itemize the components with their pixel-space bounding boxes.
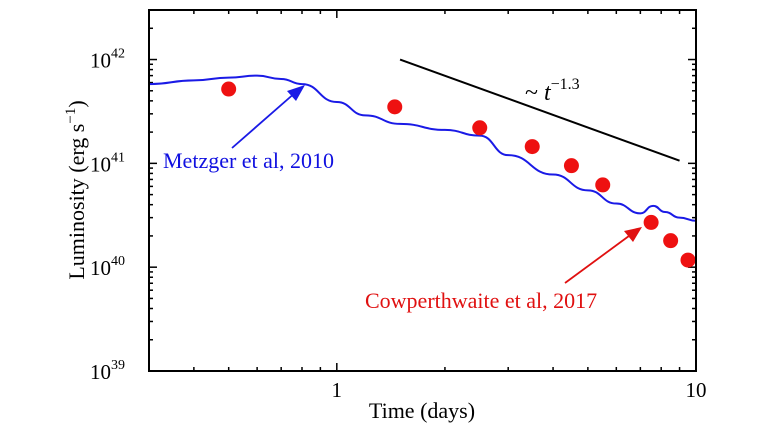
power-law-reference-line [399,58,680,162]
y-tick-label: 1039 [90,358,125,384]
y-tick-label: 1040 [90,254,125,280]
metzger-label: Metzger et al, 2010 [163,148,334,173]
cowperthwaite-data-point [595,177,611,193]
metzger-arrow-head [287,85,305,101]
power-law-label: ~ t−1.3 [525,76,580,106]
cowperthwaite-arrow-head [624,227,642,242]
y-axis-title: Luminosity (erg s−1) [63,100,89,279]
metzger-model-line [148,74,697,222]
cowperthwaite-data-point [563,158,579,174]
cowperthwaite-arrow-shaft [564,232,634,284]
x-tick-label: 10 [686,378,707,402]
plot-frame [148,9,697,372]
axis-ticks: 1 10 1039 1040 1041 1042 [90,9,707,402]
cowperthwaite-label: Cowperthwaite et al, 2017 [365,288,597,313]
cowperthwaite-data-point [663,233,679,249]
annotation-layer: ~ t−1.3 Metzger et al, 2010 Cowperthwait… [163,58,680,313]
cowperthwaite-data-point [680,252,696,268]
cowperthwaite-data-point [221,81,237,97]
cowperthwaite-data-point [524,139,540,155]
series-layer [148,74,697,268]
cowperthwaite-data-point [472,120,488,136]
y-tick-label: 1041 [90,150,125,176]
cowperthwaite-data-point [387,99,403,115]
y-tick-label: 1042 [90,47,125,73]
x-tick-label: 1 [332,378,343,402]
metzger-arrow-shaft [231,91,297,149]
cowperthwaite-data-point [643,214,659,230]
x-axis-title: Time (days) [369,398,475,423]
